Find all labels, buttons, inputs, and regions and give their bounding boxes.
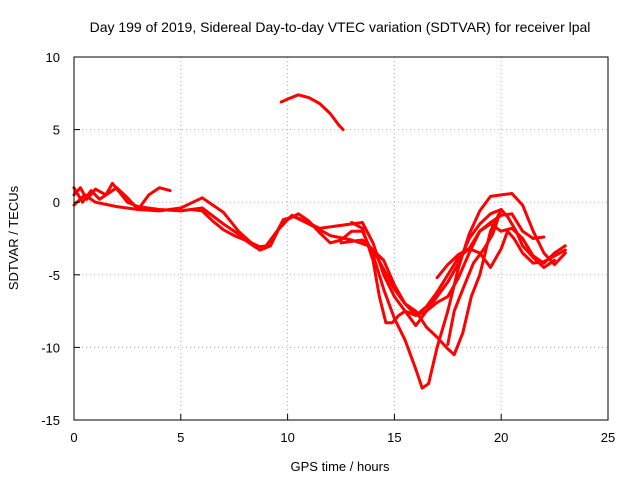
y-tick-label: 5	[53, 123, 60, 138]
y-tick-label: -15	[41, 413, 60, 428]
x-tick-label: 0	[70, 430, 77, 445]
series-line-sat-g	[446, 208, 503, 346]
y-axis-label: SDTVAR / TECUs	[6, 185, 21, 290]
series-line-sat-h	[435, 229, 567, 280]
x-tick-label: 25	[601, 430, 615, 445]
series-line-sat-f	[350, 221, 567, 325]
series-line-sat-d	[190, 192, 567, 390]
y-tick-label: 10	[46, 50, 60, 65]
x-tick-label: 5	[177, 430, 184, 445]
y-tick-label: -10	[41, 340, 60, 355]
x-tick-label: 15	[387, 430, 401, 445]
y-tick-label: -5	[48, 268, 60, 283]
x-tick-label: 10	[280, 430, 294, 445]
y-tick-label: 0	[53, 195, 60, 210]
x-axis-label: GPS time / hours	[291, 459, 390, 474]
series-line-sat-b	[72, 193, 546, 317]
series-line-sat-i	[279, 93, 345, 132]
x-tick-label: 20	[494, 430, 508, 445]
plot-frame	[73, 56, 609, 421]
series-layer	[72, 93, 567, 390]
series-line-sat-c	[72, 186, 172, 211]
tick-labels: 0 5 10 15 20 25 10 5 0 -5 -10 -15	[41, 50, 615, 445]
chart-title: Day 199 of 2019, Sidereal Day-to-day VTE…	[90, 19, 591, 35]
